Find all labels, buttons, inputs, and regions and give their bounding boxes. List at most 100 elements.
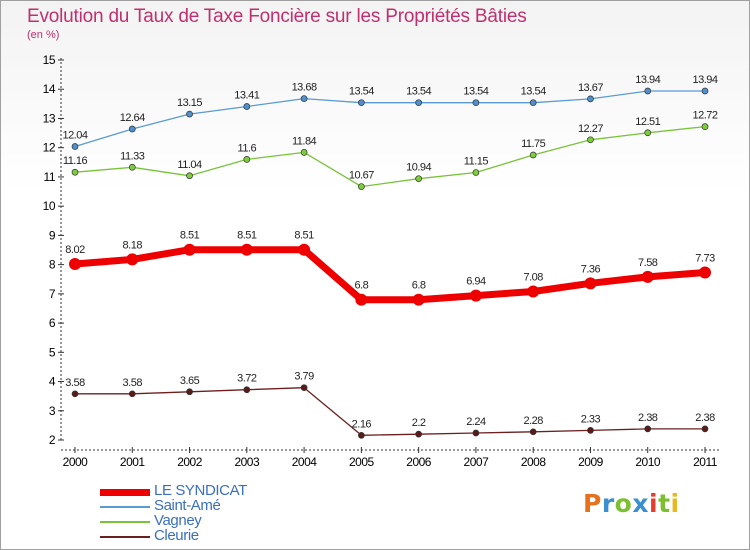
data-point bbox=[71, 143, 79, 150]
series-line-cleurie bbox=[74, 387, 706, 436]
data-point bbox=[644, 425, 652, 433]
data-point bbox=[701, 87, 709, 95]
data-point bbox=[415, 99, 422, 107]
data-label: 10.94 bbox=[406, 162, 431, 174]
data-label: 3.72 bbox=[237, 373, 257, 385]
data-label: 11.84 bbox=[292, 135, 317, 147]
x-tick-label: 2003 bbox=[234, 455, 260, 469]
data-label: 7.73 bbox=[695, 253, 715, 265]
legend-swatch bbox=[100, 521, 150, 523]
data-label: 13.54 bbox=[406, 86, 431, 98]
legend: LE SYNDICAT Saint-Amé Vagney Cleurie bbox=[100, 482, 360, 544]
y-tick-label: 15 bbox=[43, 53, 56, 67]
data-point bbox=[186, 388, 193, 396]
y-tick-label: 5 bbox=[49, 345, 56, 359]
data-label: 8.18 bbox=[123, 239, 143, 251]
data-label: 13.54 bbox=[521, 86, 546, 98]
logo-letter: r bbox=[601, 489, 615, 518]
x-tick-label: 2000 bbox=[63, 455, 89, 469]
x-tick-label: 2006 bbox=[406, 455, 432, 469]
data-point bbox=[587, 95, 594, 103]
data-label: 3.58 bbox=[65, 377, 85, 389]
data-point bbox=[128, 163, 136, 171]
legend-swatch bbox=[100, 506, 150, 508]
labels-layer: 12.04 12.64 13.15 13.41 13.68 13.54 13.54 13.54… bbox=[62, 74, 718, 430]
data-point bbox=[243, 156, 251, 163]
y-tick-label: 4 bbox=[49, 375, 56, 389]
data-label: 2.33 bbox=[581, 413, 601, 425]
legend-label: LE SYNDICAT bbox=[154, 482, 247, 499]
legend-item-cleurie: Cleurie bbox=[100, 527, 360, 544]
series-line-le-syndicat bbox=[71, 246, 709, 304]
x-tick-label: 2011 bbox=[693, 455, 718, 469]
data-label: 2.2 bbox=[412, 417, 426, 429]
x-tick-label: 2008 bbox=[521, 455, 547, 469]
logo-letter: t bbox=[658, 489, 671, 518]
data-point bbox=[529, 428, 537, 436]
data-point bbox=[527, 285, 540, 298]
logo-letter: o bbox=[614, 489, 633, 518]
data-point bbox=[529, 99, 537, 107]
data-label: 12.27 bbox=[578, 123, 603, 135]
legend-label: Saint-Amé bbox=[154, 497, 221, 514]
axes: 2 3 4 5 6 7 8 9 10 11 12 13 14 15 2000 2001 2002 2003 2004… bbox=[43, 53, 720, 469]
data-label: 3.65 bbox=[180, 375, 200, 387]
data-point bbox=[358, 99, 365, 107]
y-tick-label: 13 bbox=[43, 111, 56, 125]
legend-item-le-syndicat: LE SYNDICAT bbox=[100, 482, 360, 499]
data-point bbox=[644, 129, 652, 137]
y-tick-label: 14 bbox=[43, 82, 56, 96]
data-label: 13.67 bbox=[578, 82, 603, 94]
data-point bbox=[300, 95, 308, 102]
data-label: 13.94 bbox=[635, 74, 660, 86]
data-label: 11.16 bbox=[63, 155, 88, 167]
legend-item-saint-am: Saint-Amé bbox=[100, 497, 360, 514]
data-label: 11.33 bbox=[120, 150, 145, 162]
series-vagney bbox=[71, 123, 709, 190]
series-line-saint-am bbox=[74, 90, 706, 148]
data-point bbox=[644, 87, 652, 95]
y-tick-label: 6 bbox=[49, 316, 56, 330]
y-tick-label: 11 bbox=[44, 170, 56, 184]
data-label: 2.38 bbox=[638, 412, 658, 424]
data-label: 3.58 bbox=[123, 377, 143, 389]
data-point bbox=[126, 253, 139, 266]
data-label: 11.15 bbox=[464, 156, 489, 168]
data-point bbox=[587, 427, 594, 434]
data-point bbox=[641, 270, 654, 283]
data-label: 11.04 bbox=[177, 159, 202, 171]
data-point bbox=[183, 243, 196, 256]
data-label: 10.67 bbox=[349, 170, 374, 182]
data-point bbox=[69, 258, 81, 271]
data-point bbox=[584, 277, 597, 290]
data-point bbox=[128, 125, 136, 133]
data-point bbox=[415, 175, 422, 183]
y-tick-label: 3 bbox=[49, 404, 56, 418]
data-point bbox=[128, 390, 136, 398]
legend-item-vagney: Vagney bbox=[100, 512, 360, 529]
data-label: 13.54 bbox=[349, 86, 374, 98]
data-label: 8.51 bbox=[180, 230, 200, 242]
data-label: 7.08 bbox=[523, 272, 543, 284]
data-point bbox=[472, 169, 480, 176]
y-tick-label: 8 bbox=[49, 258, 56, 272]
data-label: 13.41 bbox=[234, 89, 259, 101]
data-point bbox=[701, 123, 709, 130]
x-tick-label: 2001 bbox=[120, 455, 146, 469]
y-tick-label: 12 bbox=[43, 141, 56, 155]
data-label: 6.94 bbox=[466, 276, 486, 288]
series-le-syndicat bbox=[69, 243, 711, 306]
x-tick-label: 2005 bbox=[349, 455, 375, 469]
x-tick-label: 2004 bbox=[292, 455, 318, 469]
data-label: 12.72 bbox=[692, 110, 717, 122]
data-point bbox=[300, 384, 308, 392]
data-label: 12.51 bbox=[635, 116, 660, 128]
logo-letter: i bbox=[649, 489, 659, 518]
y-tick-label: 9 bbox=[49, 228, 56, 242]
legend-swatch bbox=[100, 489, 150, 496]
data-point bbox=[529, 151, 537, 159]
data-point bbox=[469, 289, 482, 302]
x-tick-label: 2009 bbox=[578, 455, 604, 469]
chart-title: Evolution du Taux de Taxe Foncière sur l… bbox=[27, 6, 527, 27]
y-unit-label: (en %) bbox=[27, 29, 60, 41]
